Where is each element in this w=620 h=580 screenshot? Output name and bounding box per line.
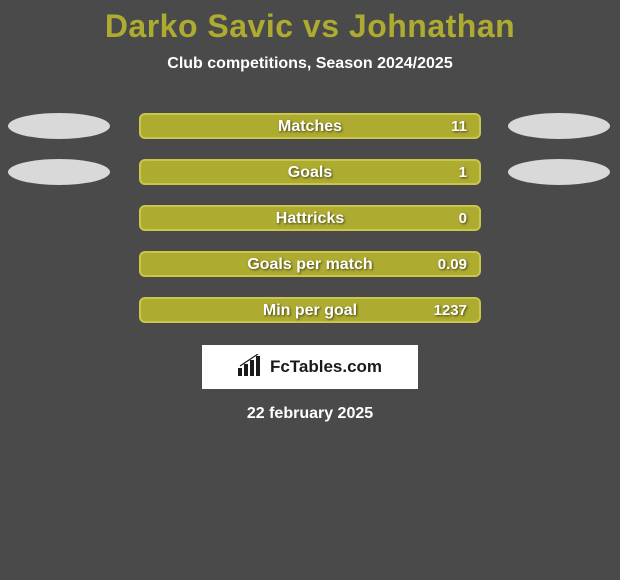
player-right-marker [508, 159, 610, 185]
stat-bar: Min per goal 1237 [139, 297, 481, 323]
stat-row: Matches 11 [0, 113, 620, 139]
stat-row: Goals 1 [0, 159, 620, 185]
stat-bar: Goals 1 [139, 159, 481, 185]
stat-label: Goals [288, 164, 332, 182]
stat-value: 0 [459, 210, 467, 227]
player-left-marker [8, 113, 110, 139]
stat-bar: Matches 11 [139, 113, 481, 139]
stat-row: Goals per match 0.09 [0, 251, 620, 277]
logo-text: FcTables.com [270, 357, 382, 377]
stat-bar: Hattricks 0 [139, 205, 481, 231]
stat-label: Min per goal [263, 302, 357, 320]
stat-rows: Matches 11 Goals 1 Hattricks 0 Goals per match… [0, 113, 620, 323]
stat-value: 0.09 [438, 256, 467, 273]
page-title: Darko Savic vs Johnathan [0, 0, 620, 45]
stat-row: Hattricks 0 [0, 205, 620, 231]
logo-chart-icon [238, 354, 264, 381]
player-right-marker [508, 113, 610, 139]
stat-bar: Goals per match 0.09 [139, 251, 481, 277]
stat-value: 1 [459, 164, 467, 181]
stat-label: Goals per match [247, 256, 372, 274]
date-line: 22 february 2025 [0, 405, 620, 423]
stat-label: Hattricks [276, 210, 344, 228]
stat-value: 1237 [434, 302, 467, 319]
stat-value: 11 [451, 118, 467, 135]
subtitle: Club competitions, Season 2024/2025 [0, 55, 620, 73]
stat-label: Matches [278, 118, 342, 136]
logo-box: FcTables.com [202, 345, 418, 389]
stat-row: Min per goal 1237 [0, 297, 620, 323]
player-left-marker [8, 159, 110, 185]
